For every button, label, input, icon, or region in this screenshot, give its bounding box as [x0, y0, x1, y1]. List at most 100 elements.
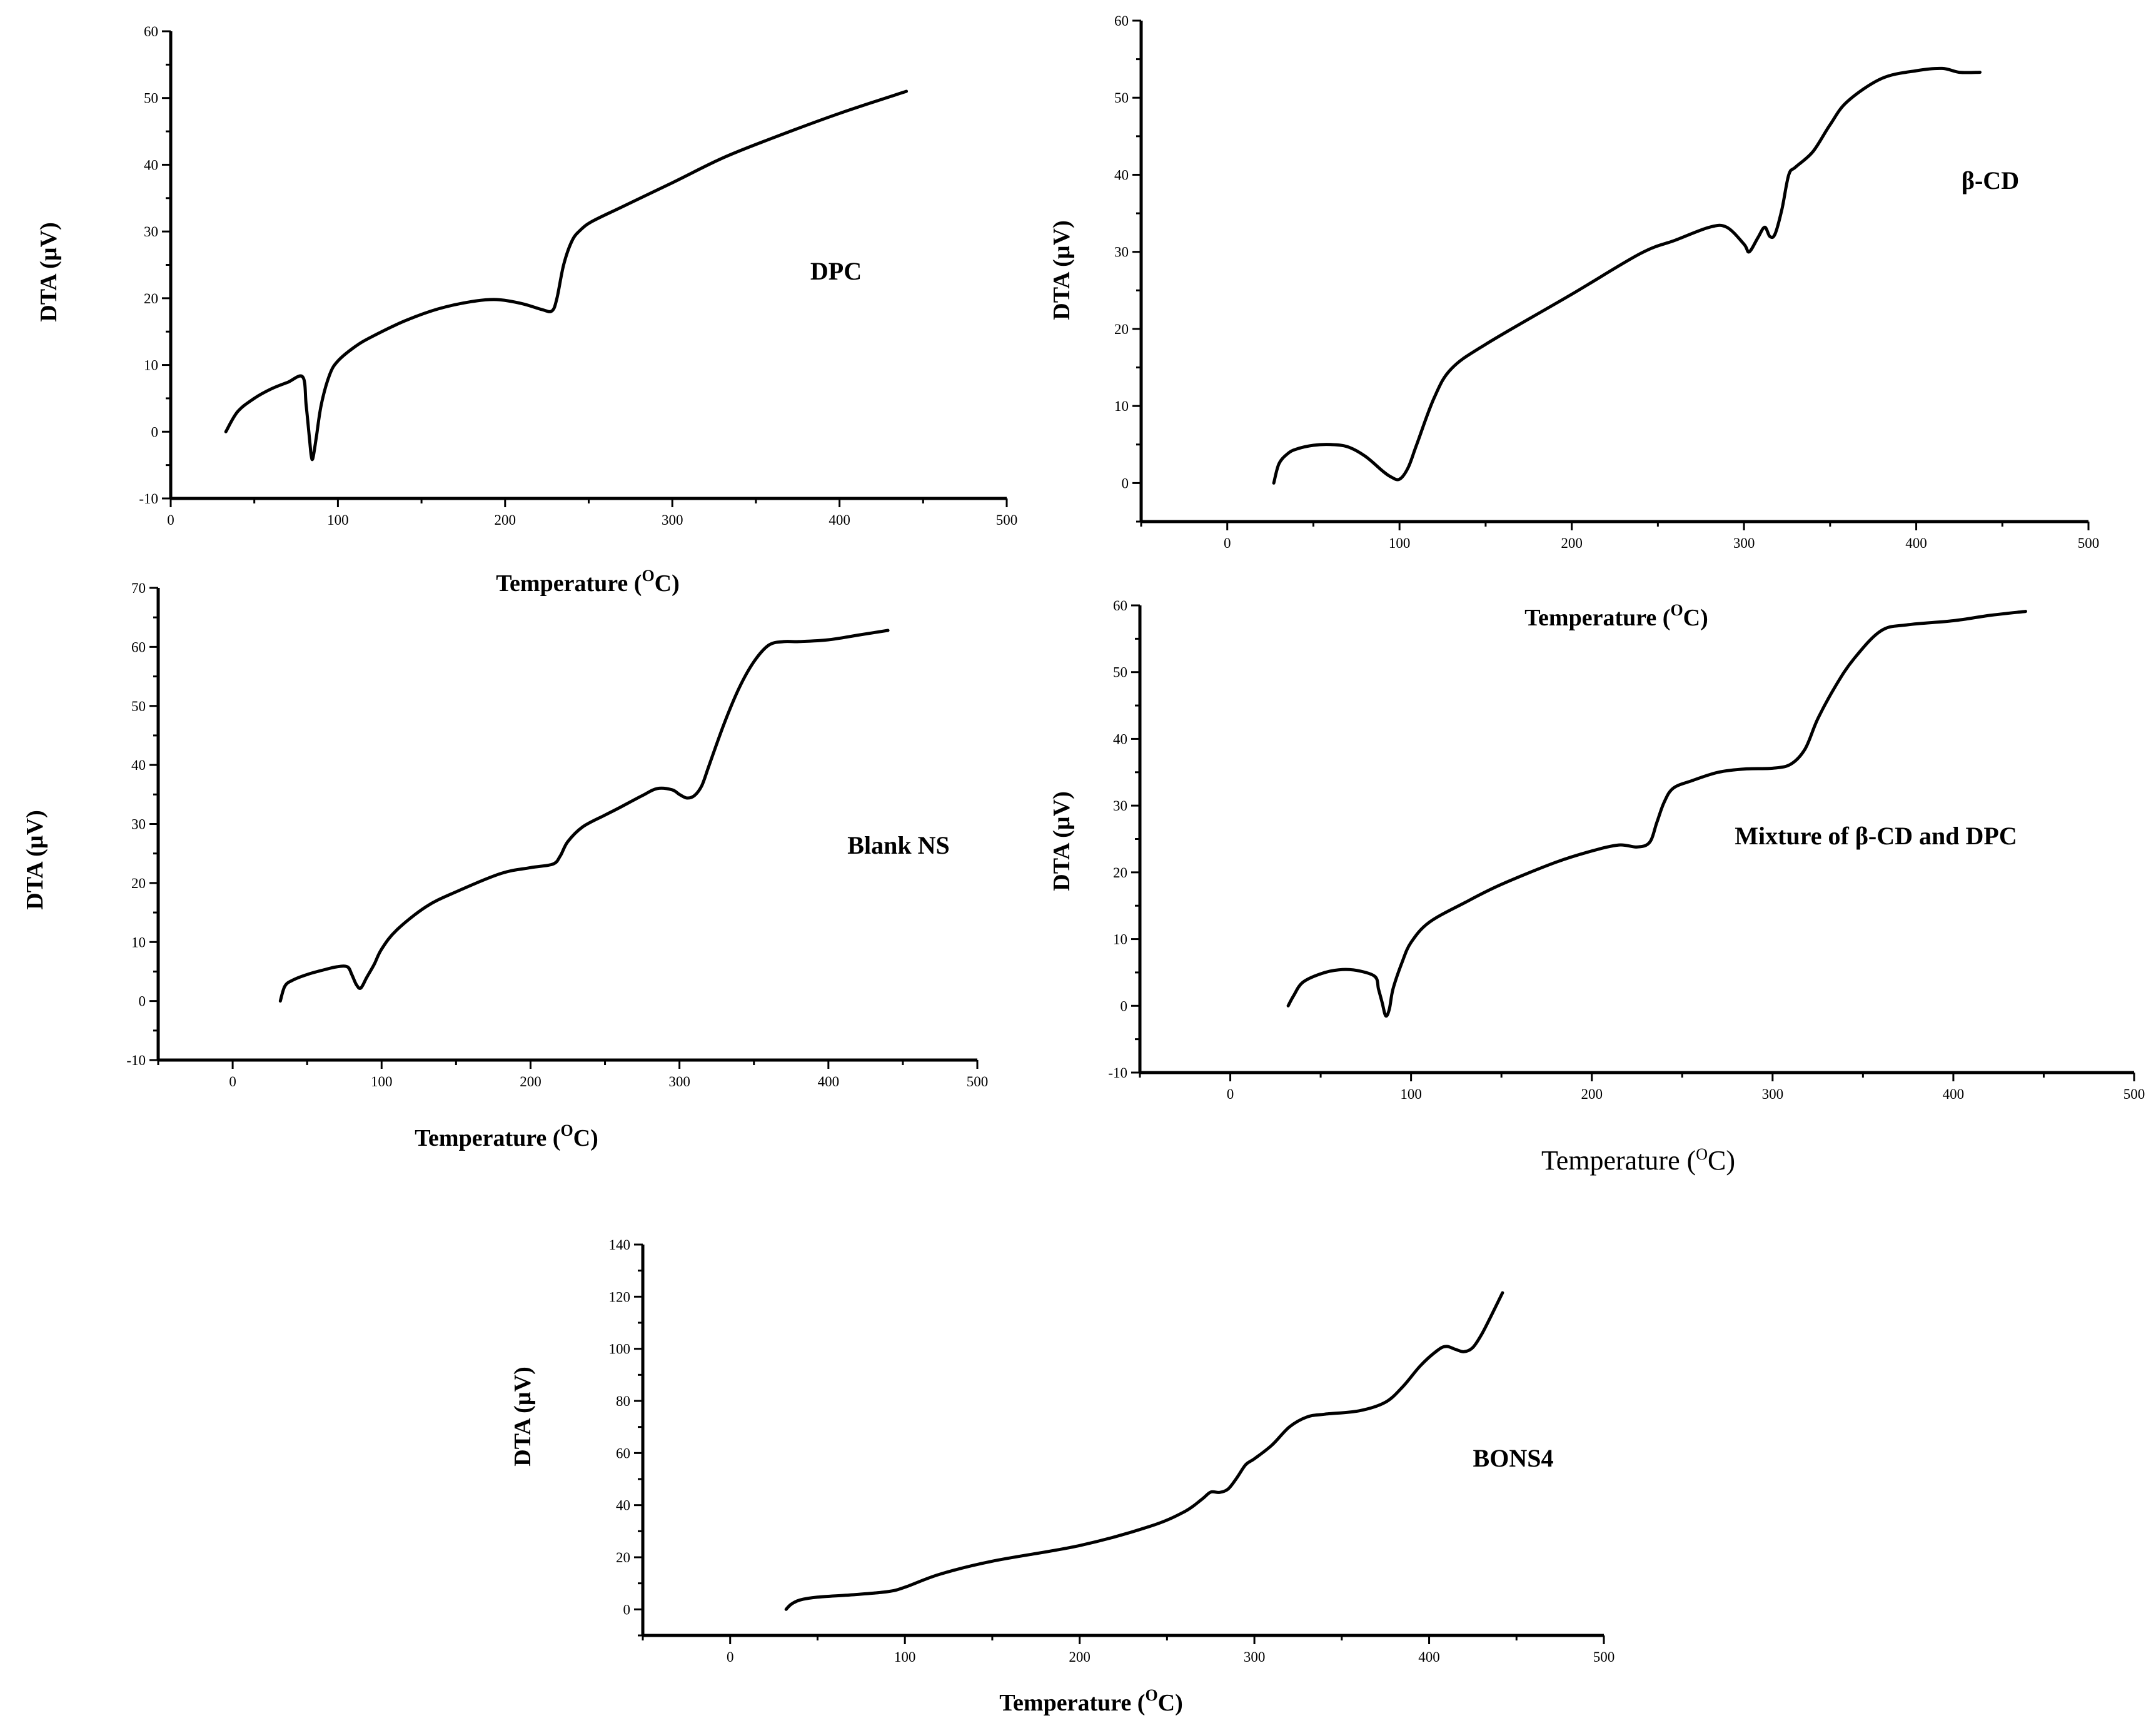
- x-tick-label: 500: [1593, 1649, 1615, 1665]
- x-axis-title-superscript: O: [1696, 1145, 1708, 1163]
- x-tick-label: 200: [495, 512, 516, 528]
- x-tick-label: 400: [1943, 1086, 1965, 1102]
- x-axis-title-unit: C): [1158, 1690, 1183, 1716]
- y-tick-label: 40: [1113, 731, 1127, 747]
- y-tick-label: 30: [144, 224, 158, 240]
- x-tick-label: 400: [818, 1074, 840, 1089]
- x-axis-title: Temperature (OC): [415, 1121, 598, 1151]
- sample-label: Blank NS: [847, 831, 949, 859]
- y-tick-label: -10: [126, 1053, 146, 1068]
- x-axis-title-superscript: O: [642, 567, 654, 585]
- x-tick-label: 200: [1581, 1086, 1603, 1102]
- x-axis-title-unit: C): [573, 1125, 598, 1151]
- y-tick-label: 50: [1113, 665, 1127, 680]
- x-axis-title-text: Temperature (: [1541, 1145, 1696, 1176]
- x-axis-title-text: Temperature (: [415, 1125, 560, 1151]
- y-tick-label: 40: [616, 1498, 630, 1513]
- dta-curve-beta-cd: [1272, 66, 1982, 485]
- y-tick-label: 60: [1113, 598, 1127, 614]
- x-tick-label: 300: [1733, 535, 1755, 551]
- y-tick-label: 10: [131, 934, 146, 950]
- y-tick-label: 40: [131, 757, 146, 773]
- y-tick-label: 80: [616, 1393, 630, 1409]
- y-tick-label: 40: [144, 157, 158, 173]
- y-tick-label: 60: [131, 639, 146, 655]
- chart-panel-beta-cd: 0 100 200 300 400 500 0 10 20 30 40 50 60 DTA (µV) Tem…: [1049, 13, 2099, 631]
- y-axis-title: DTA (µV): [1049, 220, 1075, 320]
- chart-panel-mixture: 0 100 200 300 400 500 -10 0 10 20 30 40 50 60 DTA (µV)…: [1049, 598, 2145, 1176]
- x-tick-label: 0: [167, 512, 174, 528]
- x-axis-title-text: Temperature (: [496, 570, 642, 597]
- y-tick-label: 0: [1122, 475, 1129, 491]
- x-axis-title-superscript: O: [1670, 601, 1683, 619]
- x-tick-label: 400: [1418, 1649, 1440, 1665]
- y-tick-label: 20: [616, 1550, 630, 1565]
- x-tick-label: 300: [1244, 1649, 1266, 1665]
- y-tick-label: 50: [144, 91, 158, 106]
- x-axis-title-superscript: O: [560, 1121, 573, 1139]
- y-tick-label: 60: [144, 24, 158, 39]
- x-axis-title: Temperature (OC): [1541, 1145, 1735, 1176]
- y-tick-label: 20: [144, 291, 158, 306]
- y-axis-title: DTA (µV): [36, 222, 62, 321]
- x-tick-label: 0: [727, 1649, 734, 1665]
- x-tick-label: 300: [662, 512, 683, 528]
- dta-curve-mixture: [1286, 610, 2027, 1018]
- y-tick-label: 100: [609, 1341, 631, 1357]
- dta-curve-blank-ns: [278, 629, 890, 1003]
- y-tick-label: 10: [1113, 932, 1127, 947]
- y-tick-label: 20: [1113, 865, 1127, 881]
- x-tick-label: 400: [1905, 535, 1927, 551]
- y-tick-label: 40: [1114, 167, 1129, 183]
- x-axis-title-text: Temperature (: [999, 1690, 1145, 1716]
- y-tick-label: 140: [609, 1237, 631, 1253]
- x-tick-label: 0: [229, 1074, 236, 1089]
- y-tick-label: 120: [609, 1289, 631, 1305]
- y-tick-label: 70: [131, 580, 146, 596]
- y-tick-label: 20: [131, 876, 146, 891]
- y-tick-label: 0: [151, 424, 159, 440]
- x-tick-label: 200: [520, 1074, 542, 1089]
- x-axis-title-superscript: O: [1145, 1686, 1157, 1704]
- x-tick-label: 100: [894, 1649, 916, 1665]
- x-tick-label: 200: [1069, 1649, 1091, 1665]
- sample-label: β-CD: [1962, 166, 2019, 195]
- x-tick-label: 0: [1224, 535, 1231, 551]
- y-tick-label: 10: [1114, 398, 1129, 414]
- x-axis-title: Temperature (OC): [999, 1686, 1183, 1716]
- x-tick-label: 500: [2078, 535, 2100, 551]
- y-axis-title: DTA (µV): [22, 810, 48, 909]
- y-tick-label: 60: [1114, 13, 1129, 29]
- sample-label: Mixture of β-CD and DPC: [1735, 822, 2017, 850]
- y-tick-label: 0: [139, 994, 146, 1009]
- y-tick-label: 0: [623, 1602, 631, 1617]
- x-tick-label: 100: [1389, 535, 1411, 551]
- x-tick-label: 500: [996, 512, 1018, 528]
- x-tick-label: 300: [1762, 1086, 1784, 1102]
- y-tick-label: 20: [1114, 321, 1129, 337]
- sample-label: DPC: [810, 257, 862, 285]
- sample-label: BONS4: [1473, 1444, 1554, 1472]
- chart-panel-blank-ns: 0 100 200 300 400 500 -10 0 10 20 30 40 50 60 70 DTA (µ…: [22, 580, 988, 1151]
- x-axis-title-unit: C): [1708, 1145, 1735, 1176]
- y-tick-label: -10: [139, 491, 158, 507]
- y-tick-label: 50: [131, 699, 146, 714]
- y-tick-label: 0: [1121, 998, 1128, 1014]
- y-tick-label: 30: [1113, 798, 1127, 814]
- dta-curve-bons4: [784, 1291, 1504, 1611]
- y-tick-label: 30: [1114, 245, 1129, 260]
- y-axis-title: DTA (µV): [510, 1367, 536, 1466]
- x-axis-title: Temperature (OC): [496, 567, 680, 597]
- y-tick-label: 30: [131, 817, 146, 832]
- x-tick-label: 500: [2123, 1086, 2145, 1102]
- x-axis-title-text: Temperature (: [1524, 605, 1670, 631]
- x-tick-label: 100: [1400, 1086, 1422, 1102]
- y-tick-label: -10: [1108, 1065, 1127, 1081]
- chart-panel-bons4: 0 100 200 300 400 500 0 20 40 60 80 100 120 140 DTA (µ…: [510, 1237, 1614, 1716]
- y-tick-label: 50: [1114, 90, 1129, 106]
- x-tick-label: 300: [668, 1074, 690, 1089]
- x-tick-label: 400: [829, 512, 850, 528]
- chart-panel-dpc: 0 100 200 300 400 500 -10 0 10 20 30 40 50 60 DTA (µV)…: [36, 24, 1017, 597]
- x-axis-title-unit: C): [1683, 605, 1708, 631]
